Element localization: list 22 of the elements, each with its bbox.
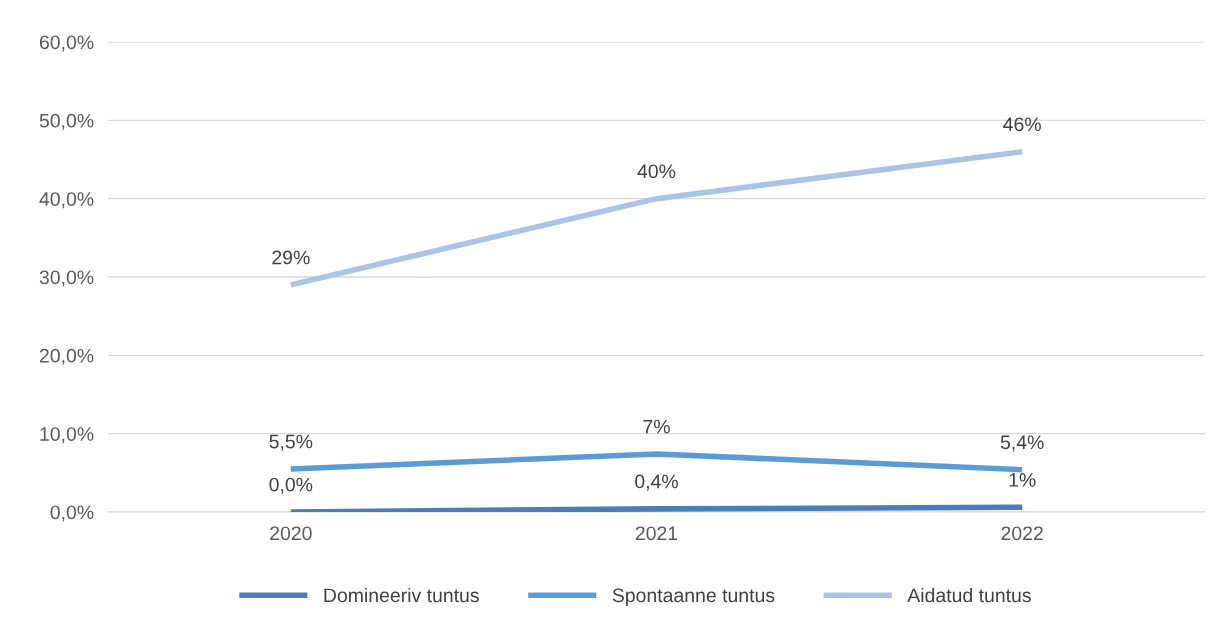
y-tick-label: 30,0% [39, 270, 94, 287]
data-label: 46% [1003, 117, 1041, 132]
y-tick-label: 40,0% [39, 192, 94, 209]
data-label: 29% [272, 250, 310, 265]
data-label: 5,4% [1000, 435, 1044, 452]
data-label: 0,0% [269, 477, 313, 494]
legend-label: Spontaanne tuntus [612, 588, 775, 607]
y-tick-label: 50,0% [39, 113, 94, 130]
x-tick-label: 2022 [1001, 526, 1043, 541]
x-tick-label: 2020 [270, 526, 312, 541]
data-label: 0,4% [635, 474, 678, 491]
data-label: 1% [1009, 473, 1036, 487]
y-tick-label: 20,0% [39, 348, 94, 365]
legend-label: Domineeriv tuntus [324, 587, 479, 603]
y-tick-label: 0,0% [50, 505, 94, 522]
y-tick-label: 60,0% [39, 35, 94, 52]
data-label: 40% [637, 164, 676, 179]
data-label: 7% [643, 419, 670, 434]
data-label: 5,5% [269, 434, 313, 451]
legend-label: Aidatud tuntus [907, 587, 1031, 603]
y-tick-label: 10,0% [40, 427, 94, 444]
x-tick-label: 2021 [635, 526, 678, 541]
